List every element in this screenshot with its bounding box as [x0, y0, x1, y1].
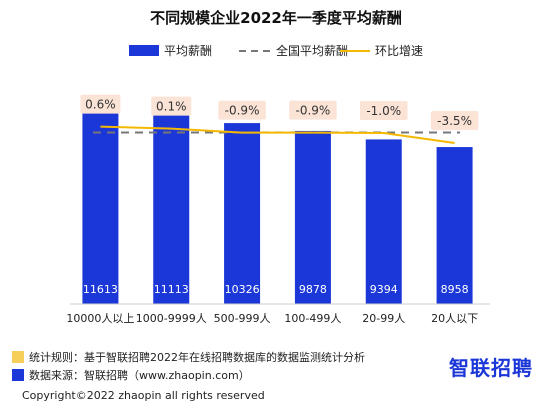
legend-swatch-average-salary — [129, 45, 159, 56]
bar-value-label-5: 8958 — [441, 283, 469, 296]
legend-label-growth-rate: 环比增速 — [375, 44, 423, 58]
bar-5 — [436, 147, 473, 304]
x-tick-label-3: 100-499人 — [284, 312, 341, 325]
x-tick-label-5: 20人以下 — [431, 312, 478, 325]
legend: 平均薪酬 全国平均薪酬 环比增速 — [129, 43, 423, 58]
growth-label-bg-4 — [360, 101, 408, 120]
chart-title: 不同规模企业2022年一季度平均薪酬 — [150, 9, 402, 27]
x-tick-label-4: 20-99人 — [362, 312, 405, 325]
growth-label-0: 0.6% — [85, 98, 116, 112]
legend-label-national-average: 全国平均薪酬 — [276, 43, 348, 58]
bar-value-label-0: 11613 — [83, 283, 118, 296]
bar-0 — [82, 100, 119, 304]
growth-label-3: -0.9% — [296, 104, 331, 118]
growth-label-1: 0.1% — [156, 100, 187, 114]
x-tick-label-2: 500-999人 — [214, 312, 271, 325]
bar-value-label-3: 9878 — [299, 283, 327, 296]
bar-3 — [294, 130, 331, 304]
bar-1 — [153, 109, 190, 305]
rule-text: 统计规则：基于智联招聘2022年在线招聘数据库的数据监测统计分析 — [29, 351, 365, 364]
bar-value-label-2: 10326 — [225, 283, 260, 296]
x-tick-label-0: 10000人以上 — [66, 312, 134, 325]
source-swatch — [12, 369, 24, 381]
footer-note-source: 数据来源：智联招聘（www.zhaopin.com） — [12, 367, 250, 383]
x-tick-label-1: 1000-9999人 — [136, 312, 207, 325]
bar-value-label-4: 9394 — [370, 283, 398, 296]
growth-label-4: -1.0% — [366, 104, 401, 118]
brand-logo: 智联招聘 — [449, 356, 533, 380]
growth-label-bg-1 — [151, 96, 192, 116]
source-text: 数据来源：智联招聘（www.zhaopin.com） — [29, 369, 250, 382]
growth-label-bg-5 — [430, 111, 479, 130]
bar-2 — [224, 123, 261, 305]
growth-label-2: -0.9% — [225, 104, 260, 118]
growth-label-bg-0 — [80, 94, 121, 114]
rule-swatch — [12, 351, 24, 363]
growth-rate-line — [100, 125, 455, 144]
growth-label-5: -3.5% — [437, 114, 472, 128]
growth-label-bg-2 — [218, 100, 266, 120]
bar-value-label-1: 11113 — [154, 283, 189, 296]
bar-4 — [365, 139, 402, 304]
copyright: Copyright©2022 zhaopin all rights reserv… — [22, 389, 265, 402]
growth-label-bg-3 — [289, 100, 337, 120]
footer-note-rule: 统计规则：基于智联招聘2022年在线招聘数据库的数据监测统计分析 — [12, 349, 365, 365]
legend-label-average-salary: 平均薪酬 — [164, 44, 212, 58]
